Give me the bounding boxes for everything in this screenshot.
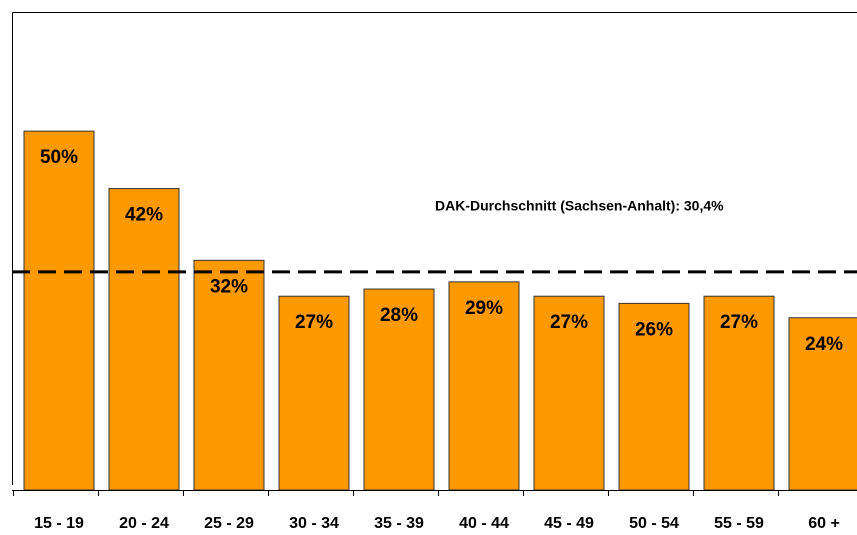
bar [618,302,690,491]
x-tick-label: 35 - 39 [374,515,424,532]
bar [788,317,857,491]
bar [533,295,605,491]
value-label: 27% [550,312,588,333]
x-tick-label: 15 - 19 [34,515,84,532]
x-tick-label: 30 - 34 [289,515,339,532]
value-label: 29% [465,298,503,319]
value-label: 27% [295,312,333,333]
value-label: 27% [720,312,758,333]
x-tick-label: 60 + [808,515,840,532]
x-tick-label: 25 - 29 [204,515,254,532]
x-tick-label: 50 - 54 [629,515,679,532]
bar [363,288,435,491]
bar [193,259,265,491]
x-tick-label: 45 - 49 [544,515,594,532]
x-tick-label: 20 - 24 [119,515,169,532]
value-label: 24% [805,334,843,355]
value-label: 26% [635,319,673,340]
annotation: DAK-Durchschnitt (Sachsen-Anhalt): 30,4% [435,198,724,214]
value-label: 32% [210,276,248,297]
value-label: 50% [40,147,78,168]
value-label: 42% [125,205,163,226]
bar [448,281,520,491]
x-tick-label: 40 - 44 [459,515,509,532]
bar [703,295,775,491]
bar [23,130,95,491]
bar [108,188,180,491]
bar [278,295,350,491]
x-tick-label: 55 - 59 [714,515,764,532]
value-label: 28% [380,305,418,326]
